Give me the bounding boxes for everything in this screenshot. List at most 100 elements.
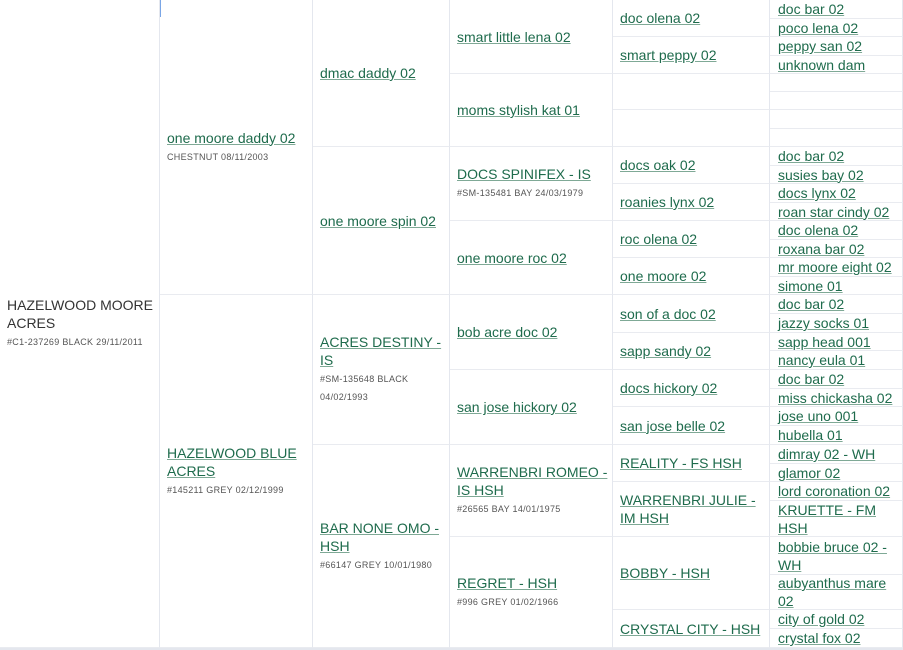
horse-link[interactable]: WARRENBRI ROMEO - IS HSH	[457, 464, 608, 498]
pedigree-cell-gen4: docs oak 02	[613, 147, 770, 184]
horse-link[interactable]: son of a doc 02	[620, 305, 716, 322]
pedigree-cell-gen5	[770, 74, 903, 92]
pedigree-cell-gen5: unknown dam	[770, 56, 903, 74]
pedigree-cell-gen5: bobbie bruce 02 - WH	[770, 537, 903, 575]
horse-link[interactable]: bobbie bruce 02 - WH	[778, 538, 887, 573]
pedigree-cell-gen5: doc bar 02	[770, 0, 903, 19]
horse-link[interactable]: moms stylish kat 01	[457, 102, 580, 118]
horse-link[interactable]: hubella 01	[778, 427, 843, 443]
pedigree-cell-gen4: CRYSTAL CITY - HSH	[613, 610, 770, 648]
pedigree-cell-gen5: roan star cindy 02	[770, 203, 903, 221]
focus-caret	[160, 0, 161, 17]
pedigree-cell-gen4: son of a doc 02	[613, 295, 770, 333]
horse-link[interactable]: doc bar 02	[778, 1, 845, 17]
horse-details: #26565 BAY 14/01/1975	[457, 504, 561, 514]
horse-link[interactable]: aubyanthus mare 02	[778, 575, 887, 609]
pedigree-cell-gen5: glamor 02	[770, 464, 903, 482]
horse-link[interactable]: doc bar 02	[778, 371, 845, 387]
horse-link[interactable]: roxana bar 02	[778, 240, 865, 257]
horse-link[interactable]: REALITY - FS HSH	[620, 455, 742, 471]
pedigree-cell-gen5: hubella 01	[770, 426, 903, 445]
horse-link[interactable]: dmac daddy 02	[320, 65, 416, 81]
pedigree-cell-gen3: san jose hickory 02	[450, 370, 613, 445]
horse-link[interactable]: roan star cindy 02	[778, 203, 890, 220]
horse-link[interactable]: poco lena 02	[778, 19, 859, 36]
pedigree-cell-gen5: nancy eula 01	[770, 351, 903, 370]
pedigree-cell-gen5	[770, 110, 903, 129]
pedigree-cell-gen4: sapp sandy 02	[613, 333, 770, 370]
horse-details: CHESTNUT 08/11/2003	[167, 151, 269, 162]
horse-link[interactable]: ACRES DESTINY - IS	[320, 334, 442, 368]
horse-details: #SM-135481 BAY 24/03/1979	[457, 188, 584, 198]
horse-link[interactable]: BOBBY - HSH	[620, 565, 710, 581]
horse-link[interactable]: one moore roc 02	[457, 249, 567, 266]
horse-link[interactable]: bob acre doc 02	[457, 324, 558, 340]
pedigree-cell-gen3: smart little lena 02	[450, 0, 613, 74]
pedigree-cell-gen5: doc bar 02	[770, 295, 903, 314]
horse-link[interactable]: jazzy socks 01	[778, 315, 870, 331]
horse-link[interactable]: miss chickasha 02	[778, 389, 893, 406]
horse-link[interactable]: DOCS SPINIFEX - IS	[457, 166, 591, 182]
horse-link[interactable]: CRYSTAL CITY - HSH	[620, 620, 761, 637]
horse-link[interactable]: unknown dam	[778, 56, 866, 73]
horse-link[interactable]: smart peppy 02	[620, 47, 717, 63]
pedigree-cell-gen1: one moore daddy 02 CHESTNUT 08/11/2003	[160, 0, 313, 295]
horse-link[interactable]: KRUETTE - FM HSH	[778, 501, 876, 536]
horse-link[interactable]: docs oak 02	[620, 157, 696, 173]
pedigree-cell-gen4: docs hickory 02	[613, 370, 770, 407]
pedigree-cell-gen5: docs lynx 02	[770, 184, 903, 203]
pedigree-cell-gen1: HAZELWOOD BLUE ACRES #145211 GREY 02/12/1…	[160, 295, 313, 648]
pedigree-cell-gen5: miss chickasha 02	[770, 389, 903, 407]
pedigree-cell-gen4: roc olena 02	[613, 221, 770, 258]
horse-link[interactable]: roc olena 02	[620, 231, 698, 247]
horse-link[interactable]: doc bar 02	[778, 296, 845, 312]
pedigree-cell-gen4: smart peppy 02	[613, 37, 770, 74]
horse-link[interactable]: docs hickory 02	[620, 380, 718, 396]
horse-link[interactable]: san jose hickory 02	[457, 399, 577, 415]
pedigree-cell-gen4	[613, 110, 770, 147]
horse-link[interactable]: sapp head 001	[778, 333, 871, 350]
horse-link[interactable]: glamor 02	[778, 464, 841, 481]
horse-link[interactable]: BAR NONE OMO - HSH	[320, 519, 440, 554]
horse-link[interactable]: city of gold 02	[778, 611, 865, 627]
horse-link[interactable]: mr moore eight 02	[778, 259, 892, 275]
horse-link[interactable]: REGRET - HSH	[457, 574, 558, 591]
pedigree-cell-gen5: aubyanthus mare 02	[770, 575, 903, 610]
pedigree-cell-gen5: roxana bar 02	[770, 240, 903, 258]
horse-link[interactable]: san jose belle 02	[620, 417, 726, 434]
pedigree-cell-gen3: DOCS SPINIFEX - IS #SM-135481 BAY 24/03/1…	[450, 147, 613, 221]
horse-details: #996 GREY 01/02/1966	[457, 596, 559, 607]
horse-link[interactable]: nancy eula 01	[778, 352, 866, 368]
horse-link[interactable]: one moore spin 02	[320, 212, 436, 229]
pedigree-cell-gen5: doc bar 02	[770, 370, 903, 389]
horse-details: #66147 GREY 10/01/1980	[320, 559, 433, 570]
horse-link[interactable]: simone 01	[778, 277, 843, 294]
pedigree-cell-gen0: HAZELWOOD MOORE ACRES #C1-237269 BLACK 29…	[0, 0, 160, 648]
horse-link[interactable]: one moore 02	[620, 268, 707, 284]
horse-link[interactable]: docs lynx 02	[778, 185, 856, 201]
pedigree-cell-gen2: dmac daddy 02	[313, 0, 450, 147]
horse-link[interactable]: sapp sandy 02	[620, 343, 712, 359]
horse-link[interactable]: doc olena 02	[620, 10, 701, 26]
pedigree-cell-gen4: san jose belle 02	[613, 407, 770, 445]
horse-link[interactable]: doc bar 02	[778, 148, 845, 164]
pedigree-cell-gen5: sapp head 001	[770, 333, 903, 351]
horse-link[interactable]: roanies lynx 02	[620, 194, 715, 210]
horse-link[interactable]: one moore daddy 02	[167, 129, 296, 146]
horse-link[interactable]: crystal fox 02	[778, 630, 861, 646]
pedigree-cell-gen3: WARRENBRI ROMEO - IS HSH #26565 BAY 14/01…	[450, 445, 613, 537]
pedigree-cell-gen3: one moore roc 02	[450, 221, 613, 295]
horse-link[interactable]: doc olena 02	[778, 222, 859, 238]
pedigree-cell-gen5: KRUETTE - FM HSH	[770, 501, 903, 537]
horse-link[interactable]: HAZELWOOD BLUE ACRES	[167, 444, 297, 479]
horse-link[interactable]: smart little lena 02	[457, 28, 571, 45]
horse-link[interactable]: lord coronation 02	[778, 483, 891, 499]
horse-link[interactable]: jose uno 001	[778, 408, 859, 424]
horse-link[interactable]: dimray 02 - WH	[778, 446, 876, 462]
horse-link[interactable]: susies bay 02	[778, 166, 864, 183]
horse-link[interactable]: peppy san 02	[778, 38, 863, 54]
pedigree-cell-gen5: city of gold 02	[770, 610, 903, 629]
pedigree-cell-gen2: ACRES DESTINY - IS #SM-135648 BLACK 04/02…	[313, 295, 450, 445]
horse-link[interactable]: WARRENBRI JULIE - IM HSH	[620, 492, 756, 526]
